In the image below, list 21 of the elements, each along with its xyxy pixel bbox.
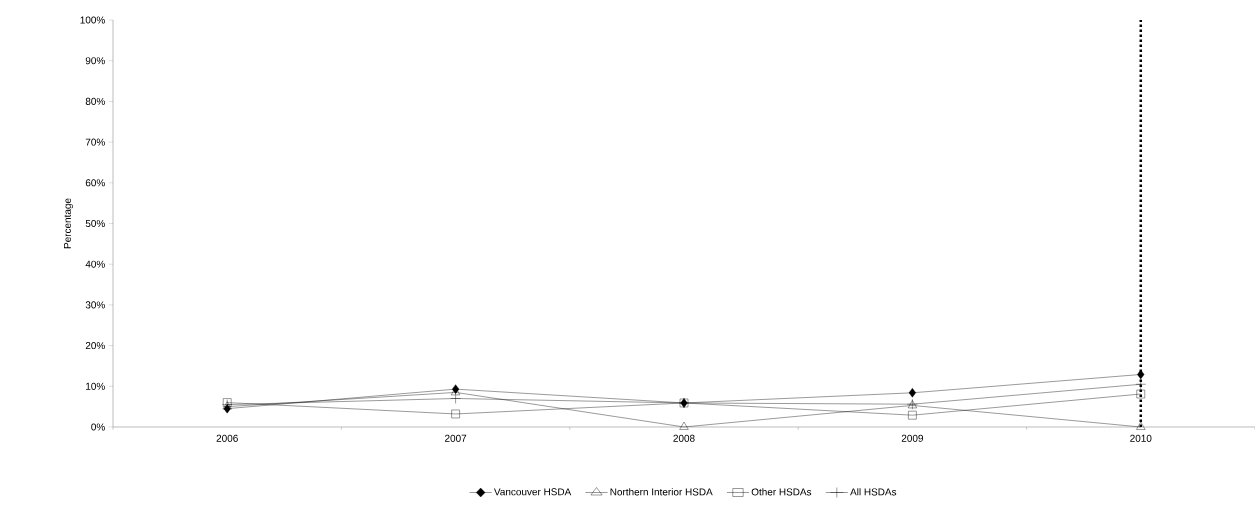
legend-label: Northern Interior HSDA bbox=[610, 488, 713, 496]
y-tick-label: 50% bbox=[85, 219, 105, 228]
x-tick-label: 2007 bbox=[445, 434, 467, 442]
y-axis-title: Percentage bbox=[63, 198, 73, 249]
x-tick-label: 2008 bbox=[673, 434, 695, 442]
y-tick-label: 10% bbox=[86, 382, 105, 390]
y-tick-label: 90% bbox=[85, 57, 105, 65]
legend-label: Other HSDAs bbox=[751, 488, 812, 496]
y-tick-label: 60% bbox=[85, 179, 105, 187]
y-tick-label: 80% bbox=[85, 97, 105, 105]
y-tick-label: 70% bbox=[85, 138, 105, 146]
y-tick-label: 100% bbox=[80, 16, 105, 24]
y-tick-label: 0% bbox=[91, 423, 105, 431]
x-tick-label: 2009 bbox=[901, 434, 923, 442]
legend-label: Vancouver HSDA bbox=[493, 488, 572, 496]
y-tick-label: 30% bbox=[85, 301, 105, 309]
x-tick-label: 2006 bbox=[216, 434, 238, 442]
y-tick-label: 20% bbox=[85, 342, 105, 350]
y-tick-label: 40% bbox=[85, 260, 105, 268]
legend-label: All HSDAs bbox=[850, 488, 897, 496]
x-tick-label: 2010 bbox=[1130, 434, 1152, 442]
